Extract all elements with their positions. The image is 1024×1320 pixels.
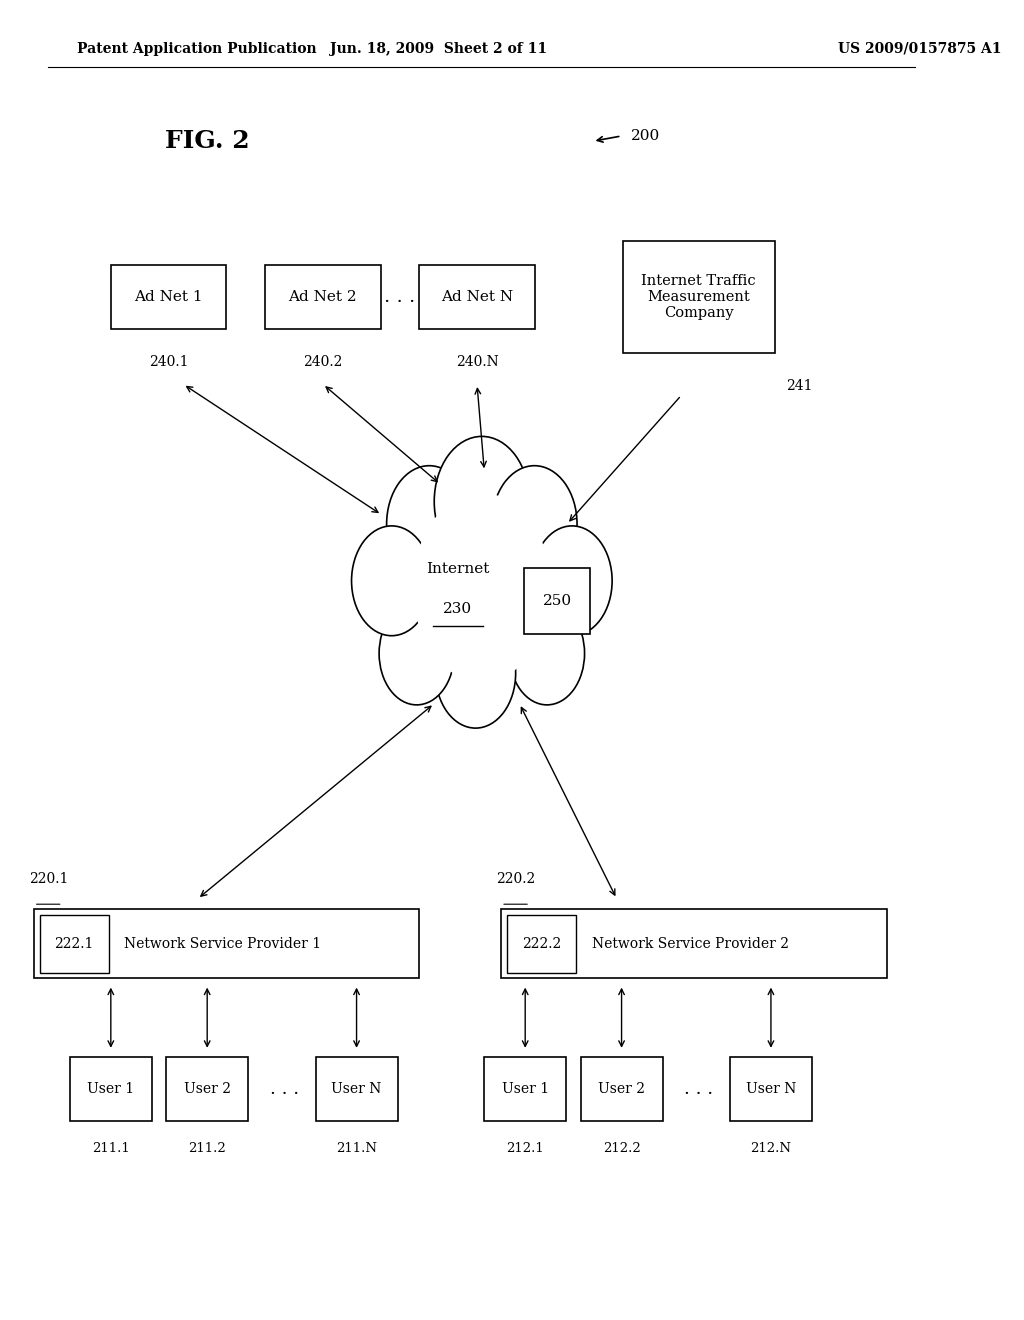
Text: Network Service Provider 1: Network Service Provider 1 <box>124 937 322 950</box>
FancyBboxPatch shape <box>501 909 887 978</box>
Circle shape <box>434 437 529 566</box>
Text: Internet Traffic
Measurement
Company: Internet Traffic Measurement Company <box>641 273 756 321</box>
FancyBboxPatch shape <box>419 265 535 329</box>
Text: User N: User N <box>745 1082 796 1096</box>
Circle shape <box>509 602 585 705</box>
Text: Ad Net 2: Ad Net 2 <box>289 290 357 304</box>
Text: 240.2: 240.2 <box>303 355 342 370</box>
FancyBboxPatch shape <box>265 265 381 329</box>
FancyBboxPatch shape <box>70 1057 152 1121</box>
Text: User 1: User 1 <box>87 1082 134 1096</box>
FancyBboxPatch shape <box>623 242 775 352</box>
FancyBboxPatch shape <box>507 915 577 973</box>
FancyBboxPatch shape <box>34 909 419 978</box>
Text: 212.1: 212.1 <box>506 1142 544 1155</box>
Circle shape <box>351 525 432 636</box>
FancyBboxPatch shape <box>581 1057 663 1121</box>
Text: 212.2: 212.2 <box>603 1142 640 1155</box>
Text: 240.1: 240.1 <box>148 355 188 370</box>
Circle shape <box>435 618 516 729</box>
Text: 212.N: 212.N <box>751 1142 792 1155</box>
Text: 211.2: 211.2 <box>188 1142 226 1155</box>
Text: . . .: . . . <box>269 1080 299 1098</box>
FancyBboxPatch shape <box>524 568 590 634</box>
Circle shape <box>531 525 612 636</box>
Text: 211.N: 211.N <box>336 1142 377 1155</box>
Text: Jun. 18, 2009  Sheet 2 of 11: Jun. 18, 2009 Sheet 2 of 11 <box>330 42 547 55</box>
Text: 200: 200 <box>631 129 660 143</box>
Text: Internet: Internet <box>426 562 489 576</box>
Circle shape <box>379 602 455 705</box>
Text: FIG. 2: FIG. 2 <box>165 129 250 153</box>
Text: 250: 250 <box>543 594 571 607</box>
FancyBboxPatch shape <box>484 1057 566 1121</box>
Text: 211.1: 211.1 <box>92 1142 130 1155</box>
FancyBboxPatch shape <box>40 915 109 973</box>
Text: . . .: . . . <box>384 288 416 306</box>
Circle shape <box>492 466 578 582</box>
FancyBboxPatch shape <box>730 1057 812 1121</box>
Text: 222.1: 222.1 <box>54 937 94 950</box>
Text: 222.2: 222.2 <box>522 937 561 950</box>
Text: Patent Application Publication: Patent Application Publication <box>77 42 316 55</box>
FancyBboxPatch shape <box>111 265 226 329</box>
Text: 240.N: 240.N <box>456 355 499 370</box>
Text: 220.2: 220.2 <box>497 871 536 886</box>
Text: User 1: User 1 <box>502 1082 549 1096</box>
Text: 230: 230 <box>443 602 472 615</box>
Circle shape <box>413 492 551 681</box>
Text: Network Service Provider 2: Network Service Provider 2 <box>592 937 788 950</box>
Text: 241: 241 <box>785 380 812 393</box>
Circle shape <box>387 466 472 582</box>
Text: User 2: User 2 <box>598 1082 645 1096</box>
FancyBboxPatch shape <box>315 1057 397 1121</box>
Text: . . .: . . . <box>684 1080 714 1098</box>
Text: Ad Net N: Ad Net N <box>441 290 513 304</box>
Text: US 2009/0157875 A1: US 2009/0157875 A1 <box>839 42 1001 55</box>
Text: Ad Net 1: Ad Net 1 <box>134 290 203 304</box>
FancyBboxPatch shape <box>166 1057 248 1121</box>
Text: User N: User N <box>332 1082 382 1096</box>
Text: 220.1: 220.1 <box>29 871 69 886</box>
Text: User 2: User 2 <box>183 1082 230 1096</box>
